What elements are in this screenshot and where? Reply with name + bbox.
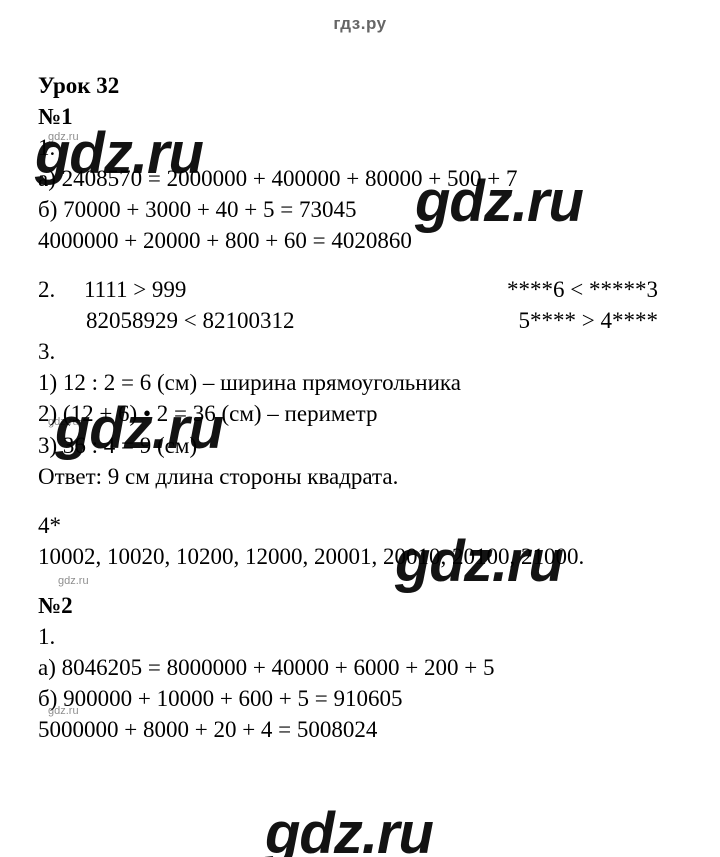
- p2-l2-left: 82058929 < 82100312: [38, 305, 294, 336]
- p3-num: 3.: [38, 336, 688, 367]
- section-heading-1: №1: [38, 101, 688, 132]
- p4-line-1: 10002, 10020, 10200, 12000, 20001, 20010…: [38, 541, 688, 572]
- p2-num: 2.: [38, 277, 55, 302]
- p2-l2-right: 5**** > 4****: [519, 305, 678, 336]
- s2-p1-line-a: а) 8046205 = 8000000 + 40000 + 6000 + 20…: [38, 652, 688, 683]
- s2-p1-line-c: 5000000 + 8000 + 20 + 4 = 5008024: [38, 714, 688, 745]
- watermark-big: gdz.ru: [265, 800, 433, 857]
- p3-line-1: 1) 12 : 2 = 6 (см) – ширина прямоугольни…: [38, 367, 688, 398]
- page-root: гдз.ру Урок 32 №1 1. а) 2408570 = 200000…: [0, 0, 720, 857]
- p2-row-1: 2. 1111 > 999 ****6 < *****3: [38, 274, 678, 305]
- p2-row-2: 82058929 < 82100312 5**** > 4****: [38, 305, 678, 336]
- p2-l1-right: ****6 < *****3: [507, 274, 678, 305]
- p3-answer: Ответ: 9 см длина стороны квадрата.: [38, 461, 688, 492]
- p1-line-c: 4000000 + 20000 + 800 + 60 = 4020860: [38, 225, 688, 256]
- s2-p1-num: 1.: [38, 621, 688, 652]
- p1-line-a: а) 2408570 = 2000000 + 400000 + 80000 + …: [38, 163, 688, 194]
- p2-l1-left: 2. 1111 > 999: [38, 274, 186, 305]
- p1-line-b: б) 70000 + 3000 + 40 + 5 = 73045: [38, 194, 688, 225]
- spacer: [38, 492, 688, 510]
- spacer: [38, 256, 688, 274]
- lesson-title: Урок 32: [38, 70, 688, 101]
- section-heading-2: №2: [38, 590, 688, 621]
- document-content: Урок 32 №1 1. а) 2408570 = 2000000 + 400…: [38, 70, 688, 745]
- p2-l1-left-text: 1111 > 999: [84, 277, 186, 302]
- p4-num: 4*: [38, 510, 688, 541]
- site-header: гдз.ру: [0, 14, 720, 34]
- p3-line-3: 3) 36 : 4 = 9 (см): [38, 430, 688, 461]
- p1-num: 1.: [38, 132, 688, 163]
- spacer: [38, 572, 688, 590]
- s2-p1-line-b: б) 900000 + 10000 + 600 + 5 = 910605: [38, 683, 688, 714]
- p3-line-2: 2) (12 + 6) • 2 = 36 (см) – периметр: [38, 398, 688, 429]
